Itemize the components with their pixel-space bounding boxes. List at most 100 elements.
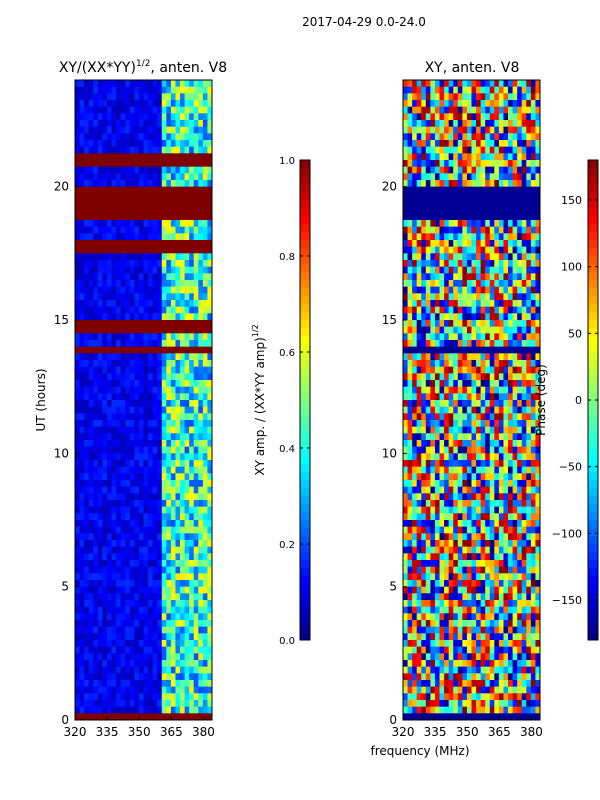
heatmap-cell <box>170 526 176 534</box>
heatmap-cell <box>425 240 431 248</box>
heatmap-cell <box>157 593 163 601</box>
heatmap-cell <box>489 333 495 341</box>
heatmap-cell <box>129 200 135 208</box>
heatmap-cell <box>530 340 536 348</box>
heatmap-cell <box>129 160 135 168</box>
heatmap-cell <box>157 153 163 161</box>
heatmap-cell <box>512 500 518 508</box>
heatmap-cell <box>466 166 472 174</box>
heatmap-cell <box>498 340 504 348</box>
heatmap-cell <box>416 153 422 161</box>
heatmap-cell <box>170 686 176 694</box>
heatmap-cell <box>138 166 144 174</box>
heatmap-cell <box>93 540 99 548</box>
heatmap-cell <box>517 366 523 374</box>
heatmap-cell <box>508 453 513 461</box>
heatmap-cell <box>138 386 144 394</box>
heatmap-cell <box>434 146 440 154</box>
heatmap-cell <box>193 573 199 581</box>
heatmap-cell <box>125 213 131 221</box>
heatmap-cell <box>189 546 195 554</box>
heatmap-cell <box>430 80 436 88</box>
heatmap-cell <box>530 160 536 168</box>
heatmap-cell <box>202 160 208 168</box>
heatmap-cell <box>97 166 103 174</box>
heatmap-cell <box>184 253 190 261</box>
heatmap-cell <box>494 293 500 301</box>
heatmap-cell <box>207 506 213 514</box>
heatmap-cell <box>535 220 541 228</box>
heatmap-cell <box>138 380 144 388</box>
heatmap-cell <box>503 173 509 181</box>
heatmap-cell <box>152 106 158 114</box>
heatmap-cell <box>480 120 486 128</box>
heatmap-cell <box>175 573 181 581</box>
heatmap-cell <box>198 380 204 388</box>
heatmap-cell <box>75 540 80 548</box>
heatmap-cell <box>526 320 532 328</box>
heatmap-cell <box>503 220 509 228</box>
heatmap-cell <box>457 340 463 348</box>
heatmap-cell <box>84 340 90 348</box>
heatmap-cell <box>535 113 541 121</box>
heatmap-cell <box>494 480 500 488</box>
heatmap-cell <box>152 386 158 394</box>
heatmap-cell <box>129 620 135 628</box>
heatmap-cell <box>193 373 199 381</box>
heatmap-cell <box>129 406 135 414</box>
heatmap-cell <box>498 286 504 294</box>
heatmap-cell <box>198 220 204 228</box>
heatmap-cell <box>129 313 135 321</box>
heatmap-cell <box>512 480 518 488</box>
heatmap-cell <box>129 333 135 341</box>
heatmap-cell <box>161 573 167 581</box>
heatmap-cell <box>453 453 459 461</box>
heatmap-cell <box>448 126 454 134</box>
heatmap-cell <box>193 540 199 548</box>
heatmap-cell <box>184 400 190 408</box>
heatmap-cell <box>198 466 204 474</box>
heatmap-cell <box>79 326 85 334</box>
heatmap-cell <box>189 713 195 721</box>
heatmap-cell <box>84 493 90 501</box>
heatmap-cell <box>403 220 408 228</box>
heatmap-cell <box>93 460 99 468</box>
heatmap-cell <box>535 306 541 314</box>
heatmap-cell <box>157 460 163 468</box>
heatmap-cell <box>180 706 185 714</box>
heatmap-cell <box>489 106 495 114</box>
heatmap-cell <box>425 166 431 174</box>
heatmap-cell <box>425 400 431 408</box>
heatmap-cell <box>152 393 158 401</box>
heatmap-cell <box>84 446 90 454</box>
heatmap-cell <box>412 220 418 228</box>
heatmap-cell <box>111 660 117 668</box>
heatmap-cell <box>166 380 172 388</box>
heatmap-cell <box>526 426 532 434</box>
heatmap-cell <box>508 420 513 428</box>
heatmap-cell <box>161 293 167 301</box>
heatmap-cell <box>125 393 131 401</box>
heatmap-cell <box>498 220 504 228</box>
heatmap-cell <box>84 606 90 614</box>
heatmap-cell <box>202 593 208 601</box>
heatmap-cell <box>93 153 99 161</box>
heatmap-cell <box>106 393 112 401</box>
heatmap-cell <box>453 260 459 268</box>
heatmap-cell <box>97 173 103 181</box>
heatmap-cell <box>148 486 154 494</box>
heatmap-cell <box>489 426 495 434</box>
heatmap-cell <box>138 500 144 508</box>
heatmap-cell <box>170 340 176 348</box>
heatmap-cell <box>166 320 172 328</box>
heatmap-cell <box>120 580 126 588</box>
heatmap-cell <box>466 246 472 254</box>
heatmap-cell <box>157 286 163 294</box>
heatmap-cell <box>79 566 85 574</box>
heatmap-cell <box>512 286 518 294</box>
heatmap-cell <box>138 106 144 114</box>
heatmap-cell <box>184 560 190 568</box>
heatmap-cell <box>184 93 190 101</box>
heatmap-cell <box>180 546 185 554</box>
heatmap-cell <box>180 93 185 101</box>
